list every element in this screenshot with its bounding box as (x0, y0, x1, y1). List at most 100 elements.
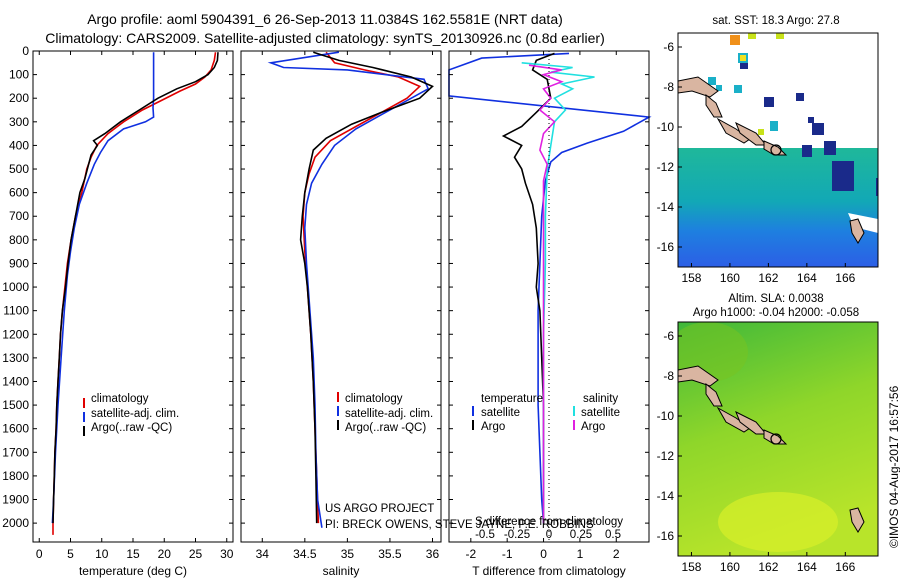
sst-block (812, 123, 824, 135)
map-y-tick-label: -16 (657, 529, 675, 543)
salinity-plot: 34 34.5 35 35.5 36 (241, 50, 441, 561)
temperature-plot: 0 5 10 15 20 25 300100200300400500600700800900… (2, 44, 233, 561)
map-y-tick-label: -10 (657, 409, 675, 423)
x-tick-label: 2 (613, 547, 620, 561)
temperature-axes-box (32, 50, 234, 543)
top-tick-label: 0.25 (570, 529, 592, 541)
island (716, 406, 751, 433)
top-tick-label: -0.5 (475, 529, 495, 541)
map-x-tick-label: 158 (681, 271, 701, 285)
sla-map-title-line2: Argo h1000: -0.04 h2000: -0.058 (693, 307, 859, 319)
sst-map-ticks: 158 160 162 164 166 -6 -8 -10 -12 -14 -16 (657, 40, 856, 285)
sst-cell (770, 121, 778, 131)
depth-tick-label: 1900 (2, 493, 29, 507)
depth-tick-label: 1800 (2, 469, 29, 483)
sst-cell (740, 63, 748, 69)
depth-tick-label: 1200 (2, 327, 29, 341)
depth-tick-label: 200 (9, 91, 29, 105)
island (678, 76, 719, 98)
map-x-tick-label: 166 (835, 560, 855, 574)
depth-tick-label: 1500 (2, 398, 29, 412)
legend-climatology: climatology (345, 393, 403, 405)
island (705, 382, 723, 407)
figure-title-line1: Argo profile: aoml 5904391_6 26-Sep-2013… (87, 11, 563, 27)
temperature-xlabel: temperature (deg C) (79, 564, 187, 578)
figure-title-line2: Climatology: CARS2009. Satellite-adjuste… (45, 30, 605, 46)
top-tick-label: -0.25 (504, 529, 530, 541)
map-x-tick-label: 166 (835, 271, 855, 285)
x-tick-label: 5 (67, 547, 74, 561)
island (678, 365, 719, 387)
map-y-tick-label: -12 (657, 160, 675, 174)
depth-tick-label: 1600 (2, 422, 29, 436)
legend-argo: Argo(..raw -QC) (345, 422, 426, 434)
x-tick-label: 1 (577, 547, 584, 561)
x-tick-label: 34.5 (293, 547, 317, 561)
island (735, 121, 768, 146)
sst-block (832, 161, 854, 191)
depth-tick-label: 600 (9, 186, 29, 200)
x-tick-label: 15 (126, 547, 140, 561)
map-y-tick-label: -14 (657, 200, 675, 214)
map-x-tick-label: 162 (758, 560, 778, 574)
sla-map-ticks: 158 160 162 164 166 -6 -8 -10 -12 -14 -16 (657, 329, 856, 574)
depth-tick-label: 1100 (3, 304, 29, 318)
x-tick-label: 36 (426, 547, 440, 561)
depth-tick-label: 300 (9, 115, 29, 129)
x-tick-label: -1 (502, 547, 513, 561)
depth-tick-label: 100 (9, 68, 29, 82)
sst-cell (716, 85, 722, 91)
salinity-panel: 34 34.5 35 35.5 36 salinity climatology sate… (240, 50, 594, 578)
sst-cell (708, 77, 716, 85)
sst-block (824, 141, 836, 155)
series-satellite (267, 51, 430, 528)
sst-islands (678, 76, 865, 244)
depth-tick-label: 800 (9, 233, 29, 247)
map-x-tick-label: 164 (797, 271, 817, 285)
depth-tick-label: 1700 (2, 445, 29, 459)
series-s-satellite (521, 62, 595, 524)
legend-climatology: climatology (91, 393, 149, 405)
island (735, 410, 768, 435)
sla-map-image (678, 322, 878, 556)
sst-cell (758, 129, 764, 135)
map-y-tick-label: -10 (657, 120, 675, 134)
x-tick-label: 35 (341, 547, 355, 561)
legend-argo: Argo(..raw -QC) (91, 422, 172, 434)
x-tick-label: 20 (158, 547, 172, 561)
x-tick-label: 0 (36, 547, 43, 561)
depth-tick-label: 1400 (2, 374, 29, 388)
depth-tick-label: 700 (9, 209, 29, 223)
sst-block (802, 145, 812, 157)
legend-satellite: satellite-adj. clim. (91, 408, 179, 420)
difference-xlabel: T difference from climatology (472, 564, 626, 578)
salinity-axes-box (240, 50, 442, 543)
sst-cell (734, 85, 742, 93)
sla-islands (678, 365, 865, 533)
series-t-argo (501, 52, 555, 524)
difference-top-label: S difference from climatology (475, 516, 623, 528)
map-y-tick-label: -14 (657, 489, 675, 503)
legend-t-argo: Argo (481, 421, 505, 433)
series-climatology (52, 52, 217, 535)
x-tick-label: -2 (465, 547, 476, 561)
sla-high-anomaly (718, 492, 838, 552)
map-x-tick-label: 164 (797, 560, 817, 574)
credit-line2: PI: BRECK OWENS, STEVE JAYNE, P.E. ROBBI… (325, 519, 594, 531)
sst-cell (748, 33, 756, 39)
credit-line1: US ARGO PROJECT (325, 503, 434, 515)
map-x-tick-label: 160 (720, 271, 740, 285)
temperature-legend: climatology satellite-adj. clim. Argo(..… (83, 393, 179, 436)
series-s-argo (528, 64, 564, 524)
x-tick-label: 25 (189, 547, 203, 561)
map-y-tick-label: -8 (663, 369, 674, 383)
map-y-tick-label: -16 (657, 240, 675, 254)
difference-axes-box (448, 50, 650, 543)
island (705, 93, 723, 118)
sst-map-panel: sat. SST: 18.3 Argo: 27.8 (657, 15, 879, 285)
depth-tick-label: 500 (9, 162, 29, 176)
sst-block (796, 93, 804, 101)
